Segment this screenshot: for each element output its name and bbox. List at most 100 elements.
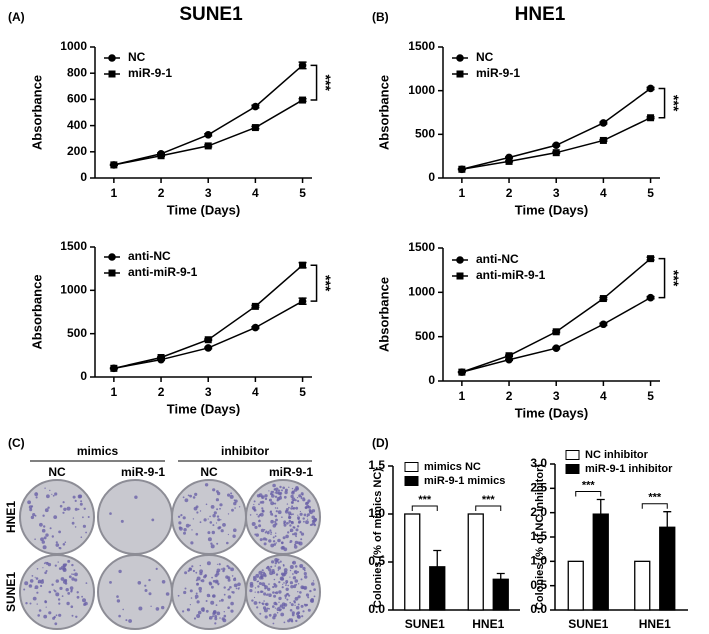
colony (209, 582, 213, 586)
colony (285, 587, 289, 591)
colony (23, 588, 26, 591)
colony (277, 489, 281, 492)
colony (253, 601, 258, 605)
colony (233, 528, 237, 532)
colony (278, 596, 282, 601)
colony (36, 568, 39, 570)
colony (238, 587, 240, 589)
colony (294, 596, 299, 601)
legend-label: miR-9-1 (476, 66, 520, 80)
colony (226, 541, 229, 545)
legend-label: anti-miR-9-1 (476, 268, 546, 282)
colony (64, 541, 67, 543)
colony (292, 499, 295, 502)
colony (290, 620, 294, 623)
colony (258, 570, 263, 575)
colony (297, 514, 299, 516)
colony (177, 515, 181, 518)
colony (307, 608, 311, 612)
colony (270, 531, 273, 534)
significance-bracket (475, 505, 502, 511)
colony (80, 500, 83, 503)
colony (43, 525, 46, 528)
colony (198, 586, 202, 591)
colony (278, 606, 280, 609)
colony (205, 503, 208, 506)
y-axis-label: Absorbance (376, 75, 391, 150)
colony (192, 569, 195, 573)
colony (310, 523, 314, 526)
colony (222, 567, 226, 571)
colony (118, 614, 121, 618)
colony (275, 489, 278, 492)
bar (492, 578, 509, 611)
data-point (299, 261, 307, 269)
x-tick-label: 3 (205, 385, 212, 399)
data-point (204, 336, 212, 344)
significance-label: *** (318, 275, 334, 292)
error-bar (496, 572, 505, 580)
colony (249, 514, 252, 516)
legend-label: miR-9-1 inhibitor (585, 463, 673, 475)
colony (272, 605, 275, 608)
colony (259, 538, 263, 542)
colony (274, 495, 278, 498)
data-point (251, 124, 259, 132)
colony (42, 514, 45, 517)
panel-label: (D) (372, 436, 389, 450)
colony (294, 570, 297, 573)
legend-label: miR-9-1 (128, 66, 172, 80)
legend-marker (108, 54, 116, 62)
colony (273, 543, 277, 546)
group-label: mimics (77, 444, 119, 458)
y-axis-label: Absorbance (29, 75, 44, 150)
colony (29, 579, 34, 583)
colony (184, 587, 187, 590)
colony (45, 606, 47, 608)
colony (283, 603, 288, 607)
colony (304, 587, 307, 590)
significance-bracket (411, 505, 438, 511)
colony (232, 534, 236, 538)
y-tick-label: 0 (428, 170, 435, 184)
colony (65, 588, 69, 592)
row-label: SUNE1 (4, 572, 18, 612)
x-tick-label: 4 (252, 385, 259, 399)
colony (144, 584, 147, 587)
colony (267, 587, 271, 591)
colony (53, 589, 55, 591)
data-point (599, 119, 608, 127)
colony (85, 582, 88, 584)
colony (290, 603, 294, 607)
colony (281, 516, 283, 518)
significance-label: *** (582, 479, 596, 491)
colony (285, 508, 289, 511)
series-line (461, 87, 652, 170)
colony (55, 592, 60, 597)
colony (229, 494, 234, 499)
colony (272, 524, 277, 528)
colony (274, 492, 277, 494)
colony (275, 532, 277, 534)
colony (58, 530, 61, 534)
colony (294, 604, 296, 606)
data-point (110, 364, 118, 372)
y-tick-label: 1.0 (530, 554, 547, 568)
colony (302, 610, 305, 613)
colony (189, 589, 193, 593)
colony (30, 515, 35, 520)
colony (263, 600, 265, 602)
colony (45, 570, 48, 572)
colony (272, 536, 275, 539)
colony (183, 531, 186, 535)
colony (60, 577, 65, 581)
bar (659, 526, 676, 611)
bar (429, 566, 446, 611)
colony (261, 507, 264, 510)
colony (294, 565, 298, 568)
colony (274, 607, 276, 609)
legend-label: mimics NC (424, 461, 481, 473)
colony (82, 598, 86, 603)
colony (199, 521, 202, 524)
colony (122, 608, 124, 611)
